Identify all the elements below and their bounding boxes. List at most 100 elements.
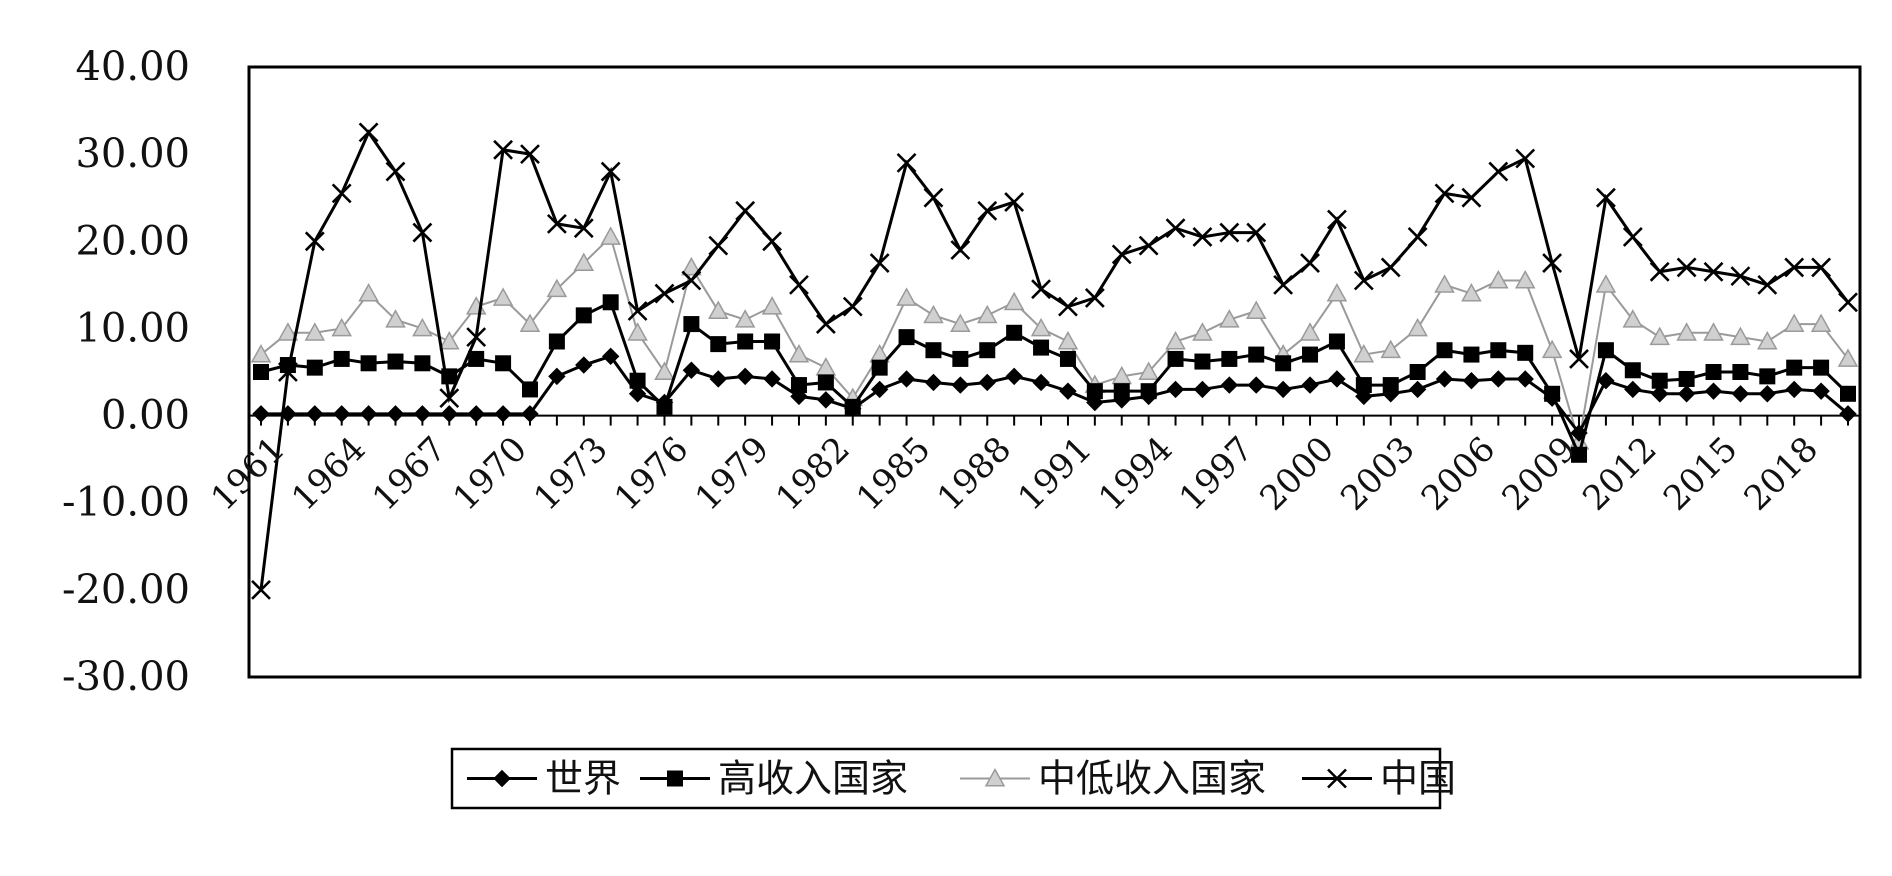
data-point	[1462, 372, 1481, 390]
data-point	[1407, 317, 1428, 337]
data-point	[1515, 148, 1536, 169]
series-0	[252, 347, 1857, 442]
data-point	[1517, 344, 1534, 361]
data-point	[817, 374, 834, 391]
data-point	[1488, 161, 1509, 182]
data-point	[1355, 377, 1372, 394]
data-point	[763, 370, 781, 388]
data-point	[520, 144, 540, 165]
data-point	[761, 296, 783, 315]
data-point	[548, 367, 566, 386]
data-point	[708, 235, 729, 256]
data-point	[277, 322, 299, 341]
data-point	[1757, 330, 1778, 350]
data-point	[1006, 324, 1023, 341]
data-point	[1730, 326, 1751, 346]
legend-marker	[1327, 768, 1347, 789]
data-point	[1705, 364, 1722, 380]
y-axis: 40.00 30.00 20.00 10.00 0.00 -10.00 -20.00 -30.…	[62, 44, 190, 700]
data-point	[1300, 253, 1320, 273]
data-point	[1353, 270, 1374, 291]
data-point	[1676, 322, 1697, 341]
legend-label: 世界	[545, 757, 621, 801]
data-point	[1569, 349, 1589, 369]
data-point	[1704, 382, 1723, 400]
data-point	[1840, 385, 1856, 402]
data-point	[333, 350, 350, 367]
data-point	[629, 372, 646, 389]
data-point	[1248, 346, 1265, 363]
data-point	[1677, 385, 1696, 403]
data-point	[1758, 385, 1777, 403]
data-point	[331, 317, 352, 337]
data-point	[1167, 350, 1184, 367]
y-tick-label: 40.00	[75, 44, 190, 90]
data-point	[1813, 359, 1830, 376]
data-point	[952, 350, 969, 367]
data-point	[492, 287, 514, 306]
data-point	[897, 370, 916, 388]
data-point	[1542, 253, 1563, 273]
data-point	[764, 333, 781, 350]
data-point	[1193, 380, 1212, 399]
data-point	[1810, 313, 1832, 333]
data-point	[1595, 187, 1616, 208]
data-point	[1651, 385, 1669, 403]
data-point	[1138, 361, 1159, 380]
data-point	[251, 579, 271, 600]
data-point	[1032, 373, 1050, 392]
data-point	[896, 287, 917, 306]
data-point	[1003, 291, 1025, 311]
data-point	[600, 226, 621, 245]
data-point	[1247, 376, 1265, 394]
data-point	[1624, 380, 1642, 399]
data-point	[951, 376, 970, 394]
data-point	[1275, 355, 1292, 372]
data-point	[681, 256, 702, 276]
data-point	[1786, 359, 1803, 376]
data-point	[707, 300, 729, 319]
legend-marker	[984, 767, 1006, 787]
data-point	[277, 362, 298, 382]
legend-item: 世界	[467, 757, 621, 801]
data-point	[1139, 387, 1158, 406]
data-point	[1838, 292, 1858, 313]
legend-item: 中国	[1302, 757, 1456, 801]
data-point	[1571, 446, 1588, 463]
data-point	[790, 377, 807, 394]
data-point	[601, 347, 620, 366]
data-point	[1057, 330, 1079, 350]
data-point	[1783, 313, 1805, 333]
data-point	[898, 329, 915, 346]
data-point	[627, 301, 648, 321]
data-point	[654, 361, 675, 380]
data-point	[1811, 257, 1832, 278]
data-point	[1138, 235, 1159, 256]
legend-item: 高收入国家	[640, 757, 908, 801]
data-point	[1812, 382, 1830, 400]
data-point	[1299, 322, 1321, 341]
data-point	[1165, 330, 1186, 350]
data-point	[412, 317, 433, 337]
data-point	[1488, 269, 1509, 289]
data-point	[1570, 424, 1588, 442]
y-tick-label: 0.00	[101, 393, 190, 439]
data-point	[977, 200, 998, 221]
data-point	[1434, 183, 1455, 204]
data-point	[1407, 227, 1428, 247]
data-point	[1757, 274, 1778, 295]
data-point	[521, 381, 538, 398]
data-point	[306, 359, 323, 376]
data-point	[762, 231, 782, 252]
data-point	[789, 274, 809, 295]
data-point	[1086, 383, 1103, 400]
data-point	[896, 152, 917, 173]
data-point	[1516, 370, 1534, 388]
series-2	[250, 226, 1859, 450]
data-point	[1434, 274, 1455, 293]
data-point	[923, 187, 944, 208]
data-point	[950, 313, 971, 333]
data-point	[683, 316, 700, 333]
data-point	[360, 355, 377, 372]
legend-item: 中低收入国家	[960, 757, 1266, 801]
